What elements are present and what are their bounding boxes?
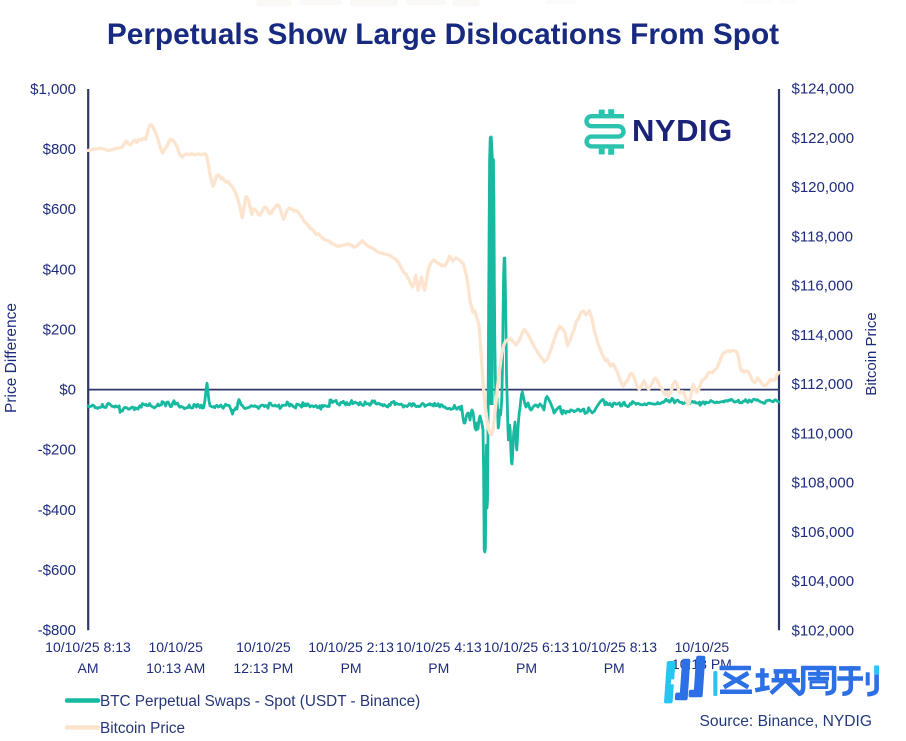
svg-text:$106,000: $106,000	[792, 524, 855, 541]
svg-text:PM: PM	[428, 660, 449, 676]
svg-text:$102,000: $102,000	[792, 622, 855, 639]
svg-text:-$800: -$800	[38, 622, 76, 639]
svg-text:-$400: -$400	[38, 502, 76, 519]
svg-text:NYDIG: NYDIG	[632, 113, 733, 148]
svg-text:10/10/25: 10/10/25	[675, 639, 730, 655]
svg-text:$122,000: $122,000	[792, 130, 855, 147]
svg-text:$1,000: $1,000	[30, 81, 76, 98]
svg-text:$800: $800	[43, 141, 76, 158]
svg-text:Perpetuals Show Large Dislocat: Perpetuals Show Large Dislocations From …	[107, 18, 779, 51]
svg-text:10/10/25 2:13: 10/10/25 2:13	[308, 639, 394, 655]
svg-text:Bitcoin Price: Bitcoin Price	[100, 720, 185, 737]
svg-text:$104,000: $104,000	[792, 573, 855, 590]
svg-text:10:13 AM: 10:13 AM	[146, 660, 205, 676]
svg-text:$114,000: $114,000	[792, 327, 853, 344]
svg-text:10/10/25 8:13: 10/10/25 8:13	[571, 639, 657, 655]
svg-text:10/10/25 6:13: 10/10/25 6:13	[484, 639, 570, 655]
svg-text:$200: $200	[43, 322, 76, 339]
svg-text:$124,000: $124,000	[792, 81, 855, 98]
svg-text:Bitcoin Price: Bitcoin Price	[863, 312, 880, 395]
svg-text:$600: $600	[43, 201, 76, 218]
svg-text:$400: $400	[43, 261, 76, 278]
svg-text:$116,000: $116,000	[792, 278, 853, 295]
svg-text:10/10/25: 10/10/25	[148, 639, 203, 655]
svg-text:12:13 PM: 12:13 PM	[233, 660, 293, 676]
svg-text:Price Difference: Price Difference	[3, 303, 20, 413]
svg-text:$108,000: $108,000	[792, 475, 855, 492]
svg-text:-$200: -$200	[38, 442, 76, 459]
svg-text:PM: PM	[516, 660, 537, 676]
svg-text:AM: AM	[78, 660, 99, 676]
svg-text:$110,000: $110,000	[792, 425, 853, 442]
svg-text:$120,000: $120,000	[792, 179, 855, 196]
svg-text:$118,000: $118,000	[792, 228, 853, 245]
svg-text:Source: Binance, NYDIG: Source: Binance, NYDIG	[700, 713, 872, 730]
svg-text:10/10/25: 10/10/25	[236, 639, 291, 655]
svg-text:$112,000: $112,000	[792, 376, 853, 393]
svg-text:10/10/25 8:13: 10/10/25 8:13	[45, 639, 131, 655]
svg-text:$0: $0	[59, 382, 76, 399]
svg-text:PM: PM	[341, 660, 362, 676]
svg-text:BTC Perpetual Swaps - Spot (US: BTC Perpetual Swaps - Spot (USDT - Binan…	[100, 693, 420, 710]
svg-text:PM: PM	[604, 660, 625, 676]
svg-text:10/10/25 4:13: 10/10/25 4:13	[396, 639, 482, 655]
svg-text:-$600: -$600	[38, 562, 76, 579]
